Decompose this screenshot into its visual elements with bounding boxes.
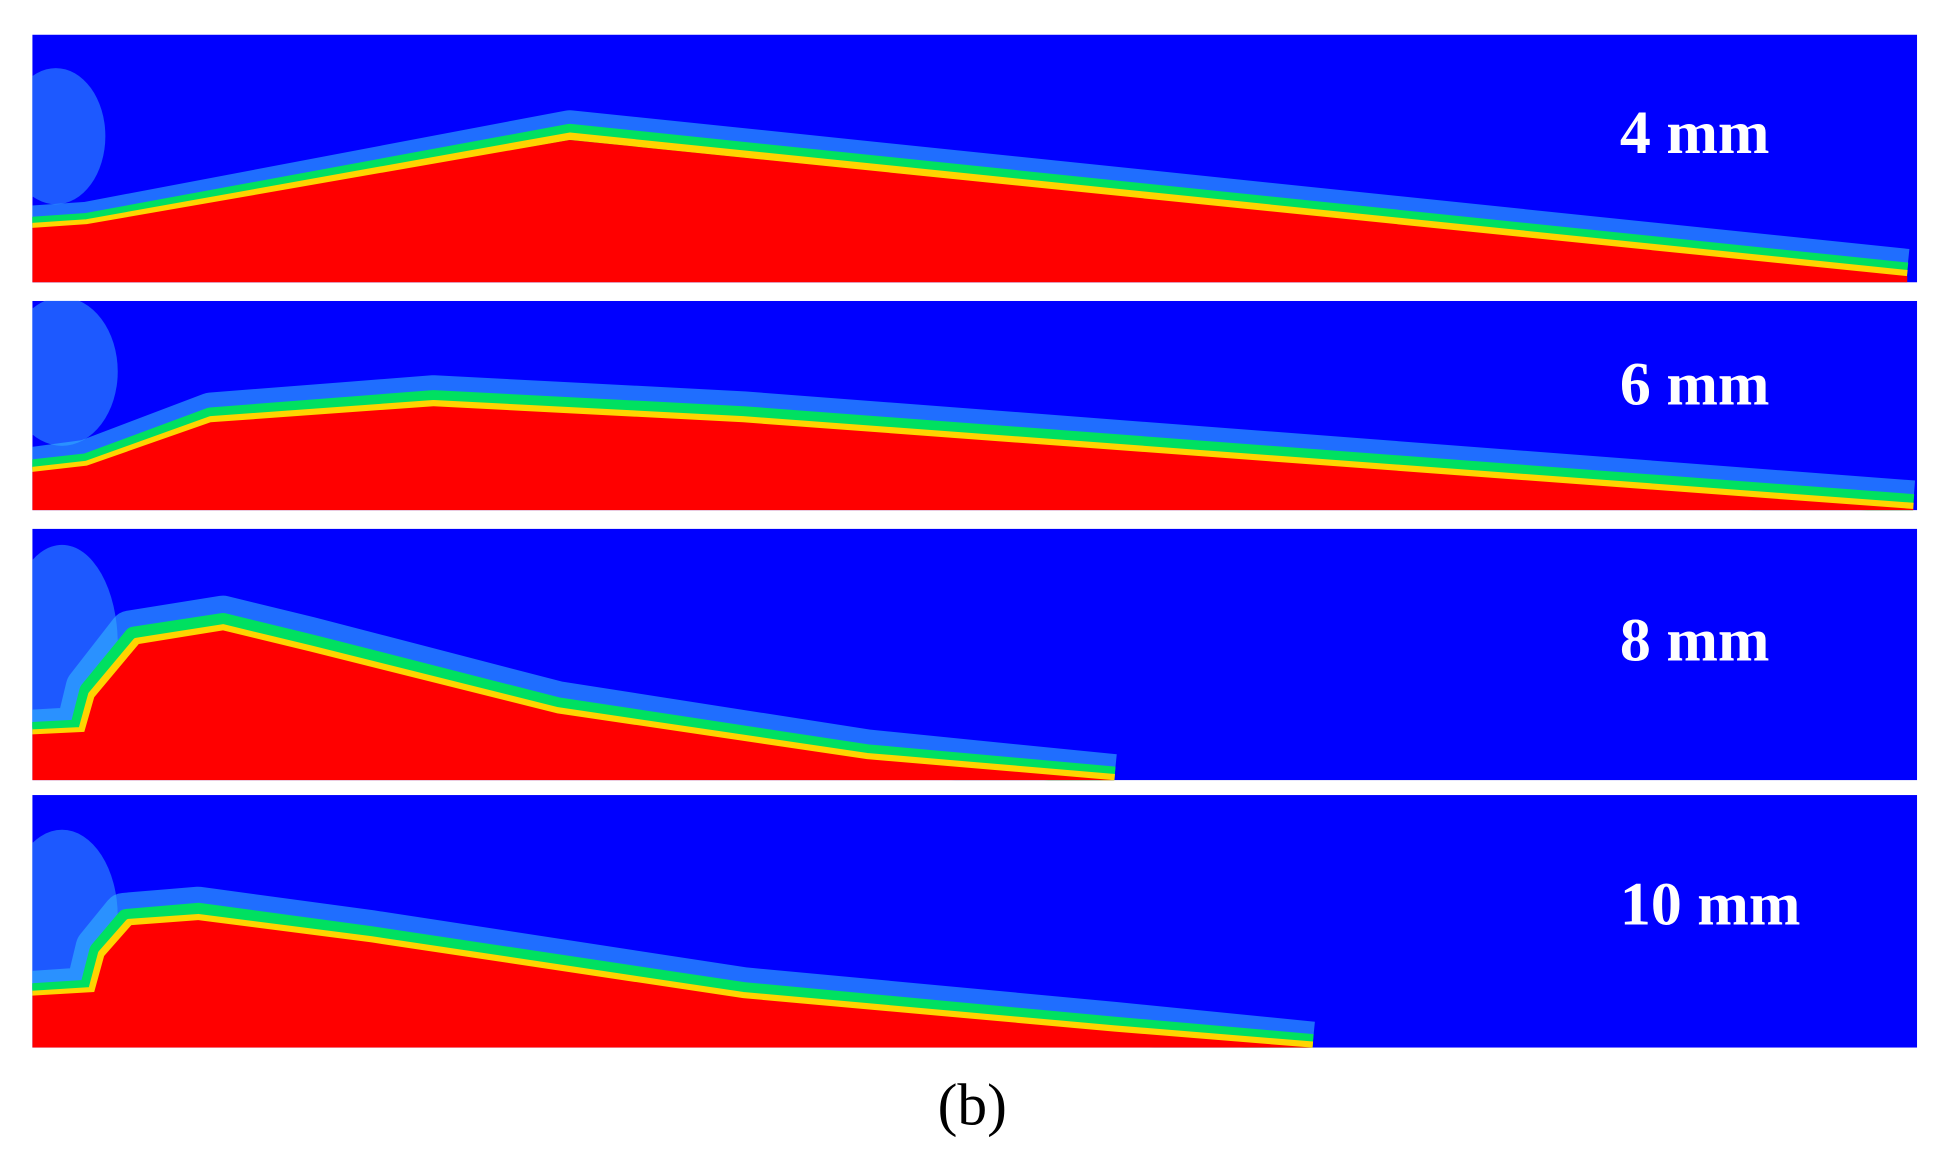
contour-edge [32,913,1314,1048]
panel-10mm: 10 mm [32,795,1918,1048]
panel-label: 10 mm [1620,870,1801,938]
panel-label: 6 mm [1620,350,1770,418]
caption: (b) [938,1071,1007,1137]
inlet-plume [32,300,118,446]
deposit-region [32,630,1115,781]
deposit-region [32,920,1313,1048]
contour-edge [32,132,1908,278]
deposit-region [32,406,1914,511]
panel-label: 8 mm [1620,607,1770,675]
contour-edge [32,624,1115,781]
deposit-region [32,139,1908,283]
panel-6mm: 6 mm [32,300,1918,511]
panel-label: 4 mm [1620,99,1770,167]
inlet-plume [32,68,106,205]
panel-4mm: 4 mm [32,34,1918,283]
contour-edge [32,400,1914,511]
panel-8mm: 8 mm [32,528,1918,781]
